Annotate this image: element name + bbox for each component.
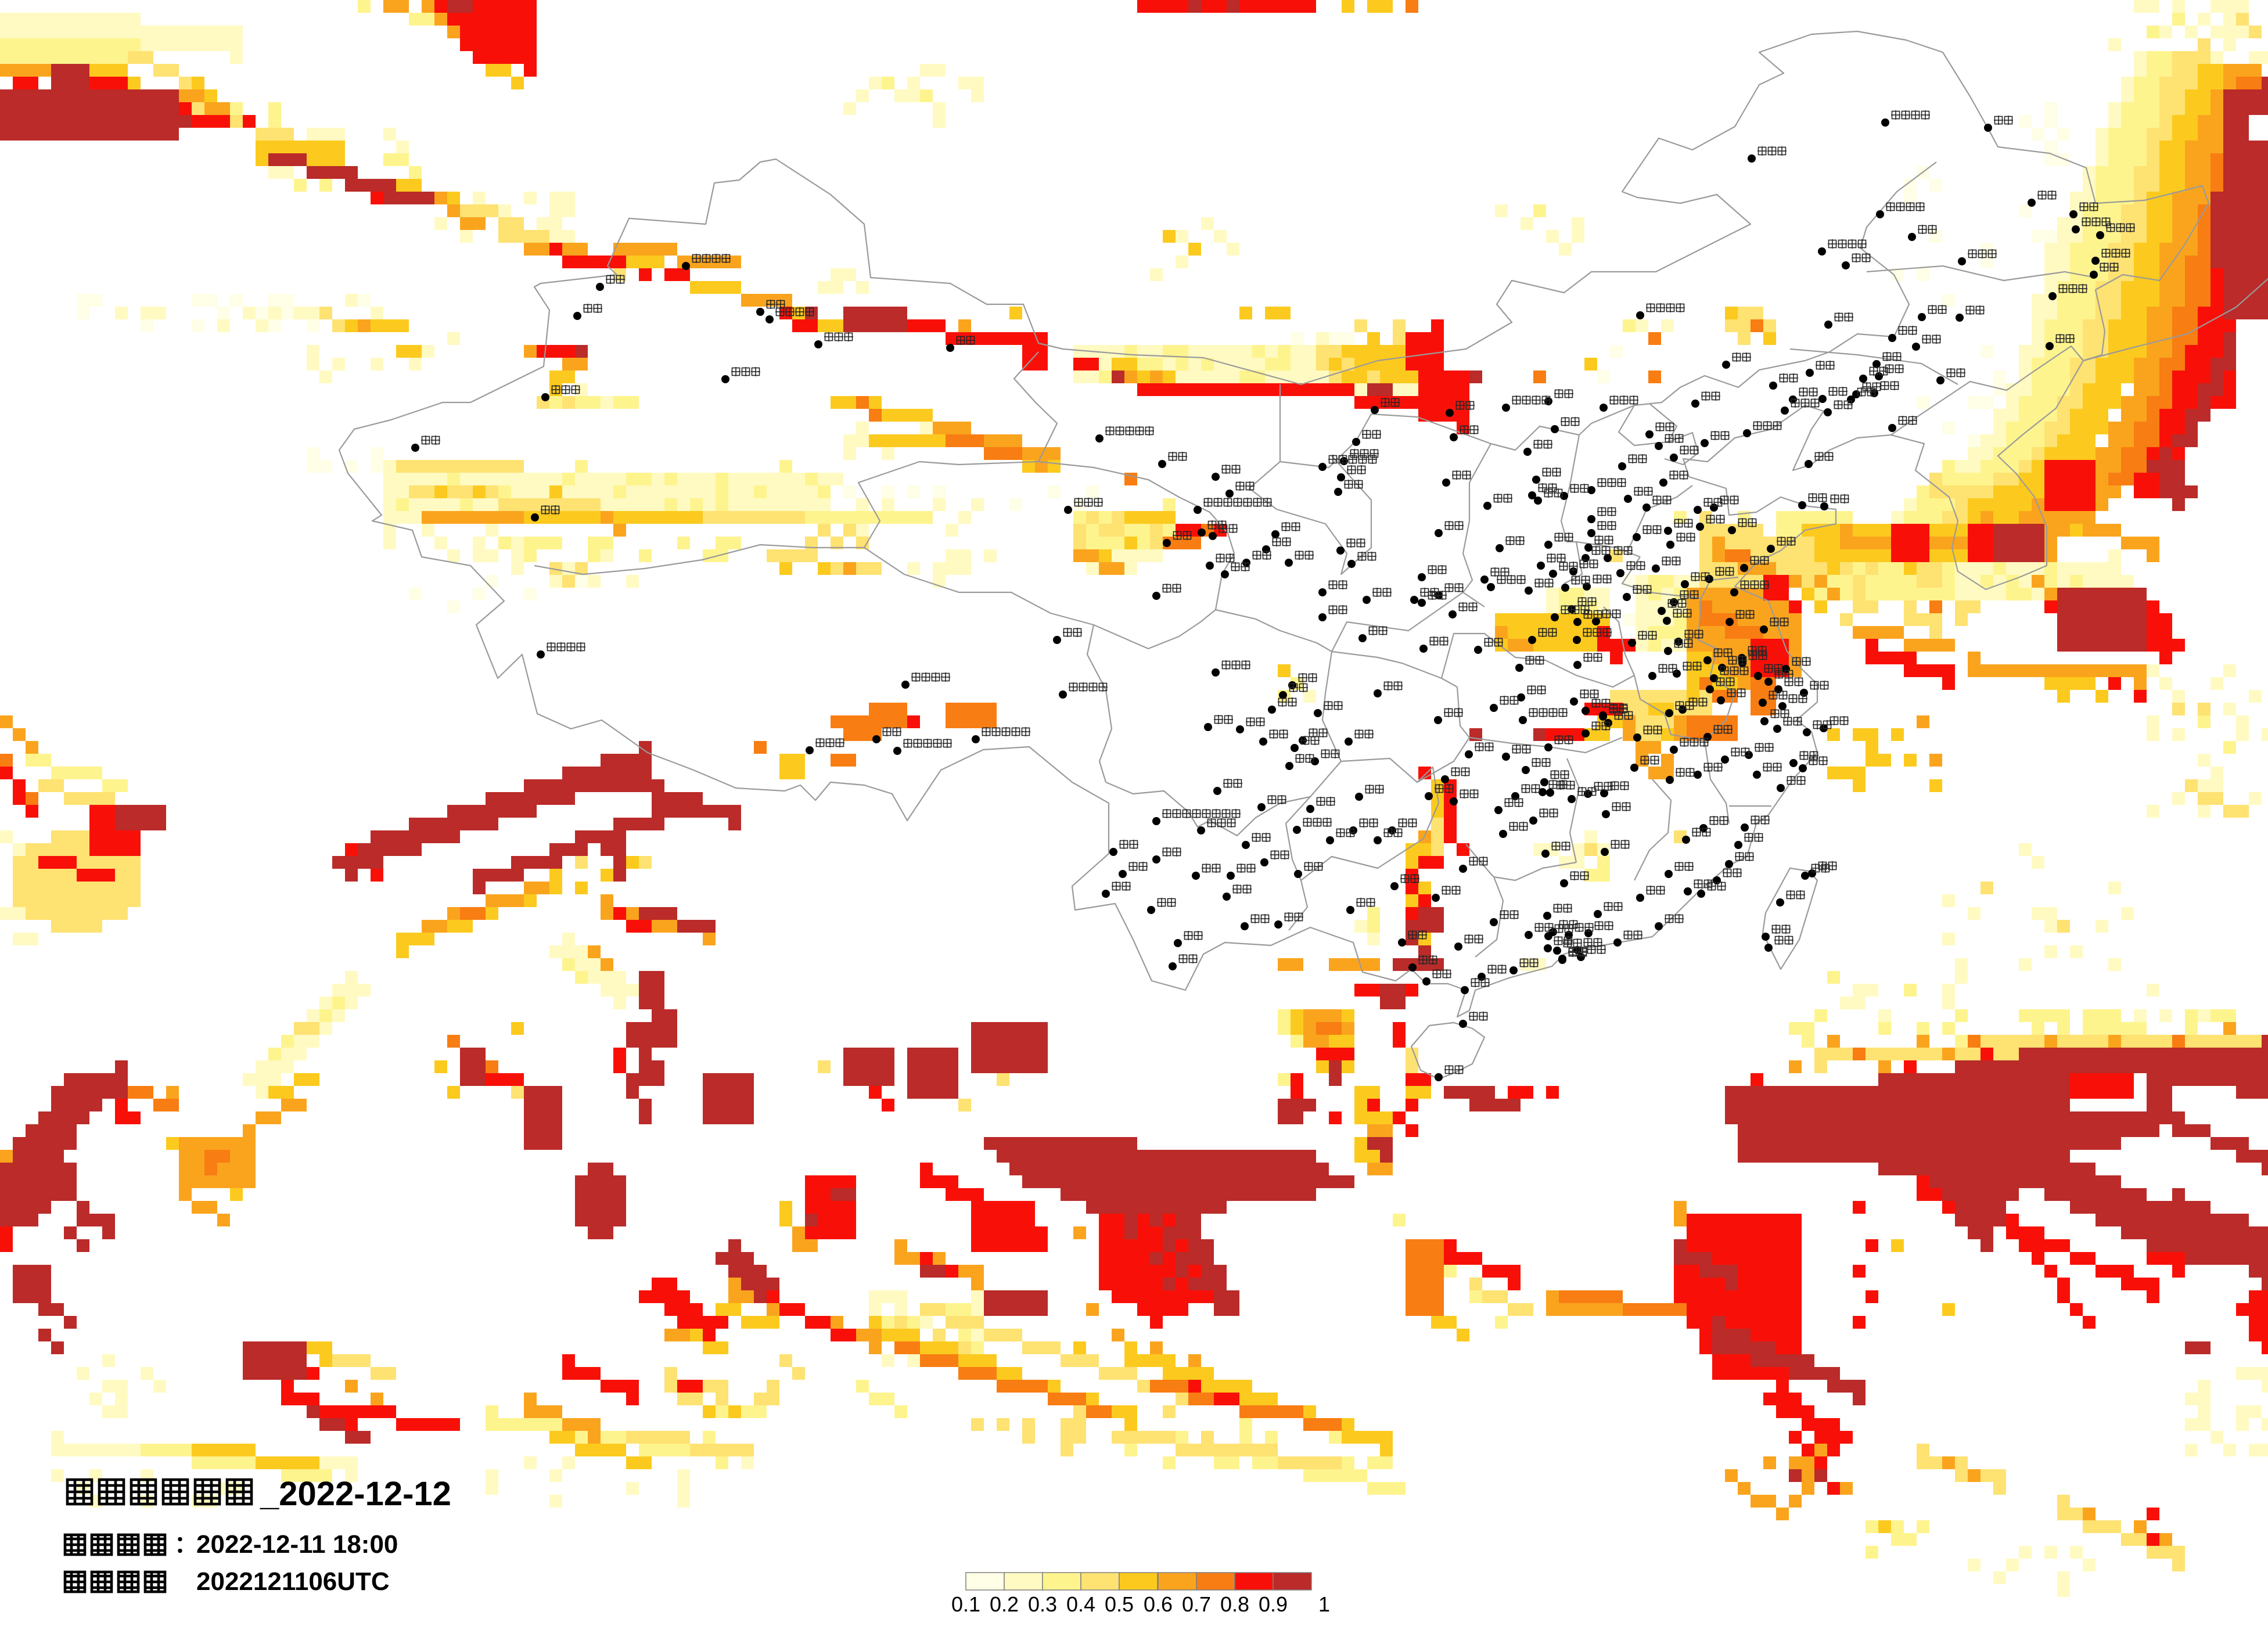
- svg-text:0.6: 0.6: [1144, 1592, 1173, 1616]
- svg-text:：: ：: [174, 1532, 197, 1557]
- svg-text:0.3: 0.3: [1028, 1592, 1057, 1616]
- svg-text:0.4: 0.4: [1066, 1592, 1095, 1616]
- svg-text:0.1: 0.1: [951, 1592, 980, 1616]
- svg-text:0.7: 0.7: [1182, 1592, 1211, 1616]
- svg-text:1: 1: [1318, 1592, 1330, 1616]
- svg-text:0.5: 0.5: [1105, 1592, 1134, 1616]
- svg-text:0.8: 0.8: [1220, 1592, 1249, 1616]
- svg-text:0.2: 0.2: [990, 1592, 1019, 1616]
- svg-text:2022-12-11 18:00: 2022-12-11 18:00: [196, 1530, 398, 1559]
- svg-text:0.9: 0.9: [1259, 1592, 1288, 1616]
- svg-text:_2022-12-12: _2022-12-12: [260, 1475, 451, 1513]
- svg-text:2022121106UTC: 2022121106UTC: [196, 1567, 390, 1596]
